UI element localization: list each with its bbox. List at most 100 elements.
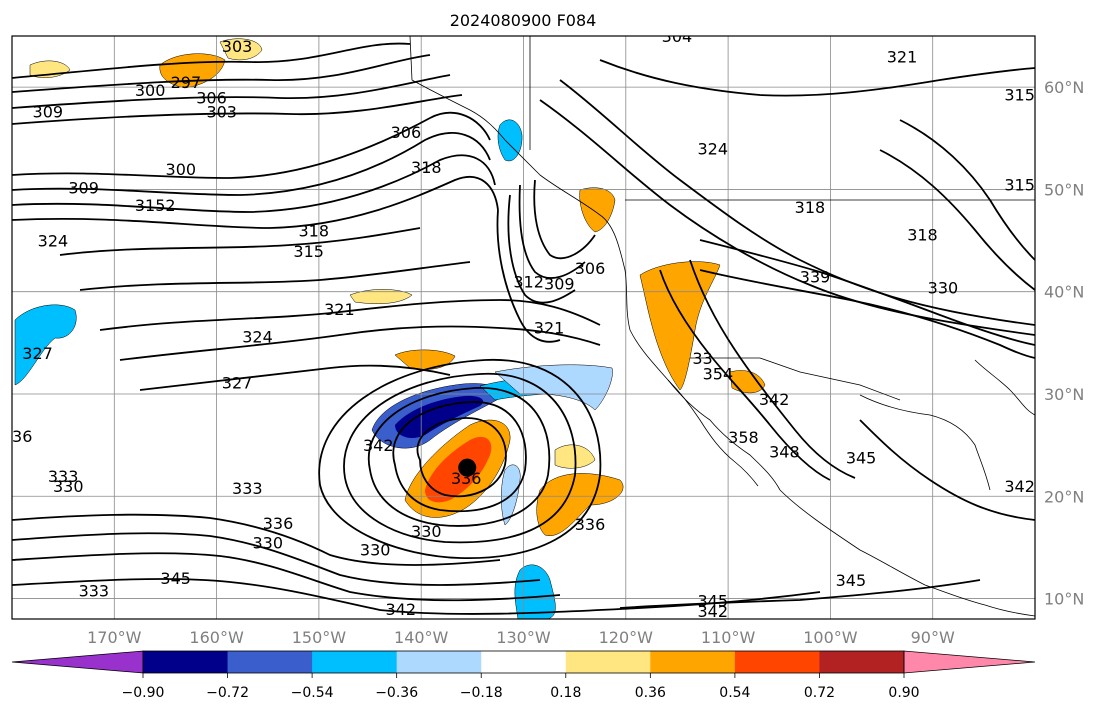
y-tick-label: 20°N	[1044, 487, 1084, 506]
storm-center-dot	[458, 458, 477, 477]
colorbar-tick-label: 0.18	[550, 685, 581, 701]
contour-line	[59, 227, 421, 256]
contour-line	[699, 239, 1035, 346]
contour-label: 345	[697, 592, 728, 611]
colorbar-segment	[227, 651, 313, 673]
colorbar-segment	[143, 651, 229, 673]
colorbar-segment	[396, 651, 482, 673]
x-tick-label: 100°W	[803, 628, 858, 647]
contour-label: 333	[79, 581, 110, 600]
contour-line	[699, 269, 1035, 359]
blue-anomaly-south	[514, 564, 556, 619]
contour-label: 315	[1004, 85, 1035, 104]
contour-label: 315	[1004, 175, 1035, 194]
contour-label: 330	[53, 477, 84, 496]
contour-label: 300	[135, 81, 166, 100]
colorbar-segment	[481, 651, 567, 673]
colorbar-segment	[734, 651, 820, 673]
contour-label: 330	[411, 522, 442, 541]
y-tick-label: 30°N	[1044, 385, 1084, 404]
contour-label: 342	[697, 602, 728, 621]
colorbar-ticks: −0.90 −0.72 −0.54 −0.36 −0.18 0.18 0.36 0.54 0.7…	[122, 673, 920, 701]
contour-line	[533, 179, 596, 260]
colorbar-tick-label: −0.90	[122, 685, 165, 701]
anomaly-shading	[14, 38, 766, 619]
colorbar-tick-label: −0.72	[206, 685, 249, 701]
contour-label: 300	[166, 160, 197, 179]
colorbar-tick-label: −0.36	[375, 685, 418, 701]
contour-label: 324	[697, 140, 728, 159]
y-tick-label: 10°N	[1044, 590, 1084, 609]
contour-line	[879, 149, 1035, 291]
contour-label: 318	[411, 158, 442, 177]
y-tick-label: 60°N	[1044, 78, 1084, 97]
contour-label: 348	[769, 442, 800, 461]
x-tick-label: 90°W	[911, 628, 955, 647]
contour-line	[859, 419, 1035, 521]
contour-label: 321	[887, 47, 918, 66]
y-axis-ticks: 60°N 50°N 40°N 30°N 20°N 10°N	[1044, 78, 1084, 608]
colorbar-extend-high	[903, 650, 1036, 674]
contour-label: 3152	[135, 196, 176, 215]
contour-label: 342	[759, 390, 790, 409]
x-axis-ticks: 170°W 160°W 150°W 140°W 130°W 120°W 110°W 100°W…	[87, 628, 955, 647]
contour-line	[899, 119, 1035, 261]
contour-line	[392, 401, 527, 513]
contour-line	[12, 132, 491, 196]
contour-label: 318	[907, 225, 938, 244]
contour-label: 321	[324, 300, 355, 319]
contour-line	[12, 54, 431, 93]
contour-label: 304	[662, 27, 693, 46]
contour-line	[559, 79, 1035, 326]
contour-line	[12, 74, 451, 109]
border-us-mexico	[690, 357, 901, 401]
x-tick-label: 170°W	[87, 628, 142, 647]
contour-label: 303	[222, 37, 253, 56]
red-anomaly-storm	[425, 436, 492, 503]
contour-label: 342	[1004, 477, 1035, 496]
colorbar-tick-label: 0.36	[635, 685, 666, 701]
colorbar-tick-label: −0.18	[460, 685, 503, 701]
orange-anomaly-coast	[639, 261, 721, 391]
contour-line	[79, 261, 471, 291]
coastline-mexico	[779, 489, 1035, 617]
contour-line	[12, 513, 501, 566]
coastline-baja	[667, 379, 759, 487]
contour-label: 339	[800, 267, 831, 286]
x-tick-label: 130°W	[496, 628, 551, 647]
contour-label: 330	[360, 540, 391, 559]
contour-label: 36	[12, 427, 32, 446]
yellow-anomaly-mid	[349, 289, 413, 304]
contour-label: 309	[68, 178, 99, 197]
contour-line	[507, 194, 576, 304]
contour-label: 315	[293, 242, 324, 261]
contour-line	[12, 552, 561, 602]
contour-line	[12, 532, 541, 586]
colorbar-extend-low	[11, 650, 144, 674]
contour-label: 306	[391, 123, 422, 142]
contour-label: 309	[544, 275, 575, 294]
contour-label: 324	[38, 232, 69, 251]
contour-line	[12, 175, 499, 229]
florida-coast	[974, 359, 1035, 416]
contour-line	[619, 579, 981, 609]
contour-label: 345	[836, 571, 867, 590]
contour-line	[416, 417, 507, 498]
contour-line	[599, 59, 1035, 97]
yellow-anomaly-alaska	[219, 38, 263, 61]
x-tick-label: 110°W	[701, 628, 756, 647]
contour-label: 312	[513, 272, 544, 291]
colorbar	[11, 650, 1036, 674]
contour-label: 297	[171, 73, 202, 92]
colorbar-segment	[819, 651, 905, 673]
contour-label: 336	[263, 514, 294, 533]
colorbar-outline	[142, 650, 905, 674]
contour-line	[689, 259, 856, 479]
x-tick-label: 150°W	[292, 628, 347, 647]
y-tick-label: 50°N	[1044, 180, 1084, 199]
contour-line	[659, 269, 831, 481]
contour-label: 327	[222, 374, 253, 393]
